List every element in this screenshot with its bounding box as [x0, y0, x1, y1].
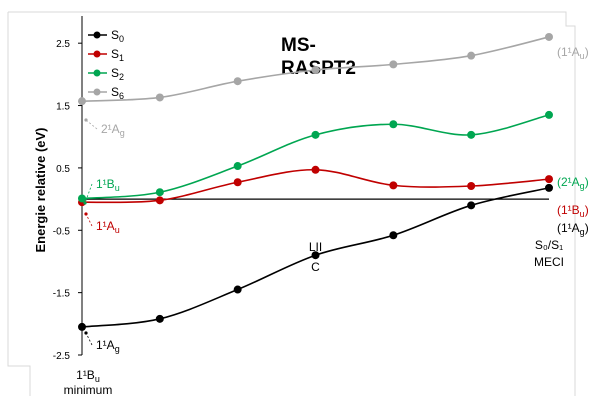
- y-tick-label: -0.5: [53, 226, 71, 237]
- series-s6-point: [78, 97, 86, 106]
- annotation-s1-end-label: (1¹Bu): [557, 203, 589, 219]
- series-s2-point: [233, 162, 242, 171]
- chart-frame: [7, 11, 576, 396]
- category-label-start-line-2: minimum: [64, 383, 113, 396]
- annotation-s1-start-tip: [84, 212, 88, 216]
- annotation-s1-start-label: 1¹Au: [96, 219, 120, 235]
- series-s0-point: [545, 183, 553, 192]
- y-axis-title: Energie relative (eV): [33, 128, 48, 253]
- legend-s2-label: S2: [111, 66, 124, 82]
- series-s0-point: [78, 322, 86, 331]
- category-label-mid-line-2: C: [311, 260, 320, 274]
- annotation-s2-end-label: (2¹Ag): [557, 175, 589, 191]
- series-s1-line: [81, 168, 550, 204]
- legend-s1-label: S1: [111, 47, 124, 63]
- series-s2-point: [155, 188, 164, 197]
- category-label-start-line-1: 1¹Bu: [76, 368, 100, 384]
- series-s0-point: [467, 201, 476, 210]
- category-label-mid-line-1: LII: [309, 240, 322, 254]
- y-tick-label: 1.5: [56, 102, 70, 113]
- annotation-s6-start-tip: [84, 118, 88, 122]
- legend-s6-label: S6: [111, 85, 124, 101]
- series-s6-point: [233, 77, 242, 86]
- annotations: 1¹Ag 1¹Au 1¹Bu 2¹Ag (1¹Ag) (1¹Bu) (2¹Ag) (1¹Au): [83, 45, 589, 354]
- annotation-s2-start-leader: [84, 183, 93, 204]
- series-s6-point: [389, 60, 398, 69]
- series-s1-point: [155, 196, 164, 205]
- series-s2-point: [78, 194, 86, 203]
- legend-s2-marker: [93, 69, 101, 77]
- category-label-end-line-1: S₀/S₁: [535, 238, 563, 252]
- annotation-s0-end-label: (1¹Ag): [557, 221, 589, 237]
- annotation-s6-start-label: 2¹Ag: [101, 122, 125, 138]
- chart-title-line-1: MS-: [281, 35, 316, 56]
- annotation-s0-start-leader: [85, 332, 93, 346]
- series-s0-point: [233, 285, 242, 294]
- annotation-s6-end-label: (1¹Au): [557, 45, 589, 61]
- annotation-s0-start-tip: [84, 331, 88, 335]
- series-s6-point: [155, 93, 164, 102]
- series-s2-point: [467, 130, 476, 139]
- annotation-s6-start-leader: [85, 119, 98, 130]
- y-tick-label: 2.5: [56, 39, 70, 50]
- series-s1-point: [311, 165, 320, 174]
- series-layer: [78, 32, 553, 331]
- series-s1-point: [545, 175, 553, 184]
- legend: S0 S1 S2 S6: [88, 28, 124, 101]
- category-label-end-line-2: MECI: [534, 255, 564, 269]
- annotation-s0-start-label: 1¹Ag: [96, 338, 120, 354]
- legend-s1-marker: [93, 50, 101, 58]
- annotation-s1-start-leader: [85, 213, 93, 227]
- series-s1-point: [233, 178, 242, 187]
- series-s6-point: [545, 32, 553, 41]
- series-s6: [78, 32, 553, 106]
- series-s0-point: [155, 314, 164, 323]
- series-s1: [78, 165, 553, 207]
- series-s2-point: [389, 120, 398, 129]
- series-s2-point: [311, 130, 320, 139]
- legend-s0-label: S0: [111, 28, 124, 44]
- series-s6-point: [467, 51, 476, 60]
- annotation-s2-start-label: 1¹Bu: [96, 177, 120, 193]
- series-s0-point: [311, 251, 320, 260]
- legend-s6-marker: [93, 88, 101, 96]
- series-s0-point: [389, 231, 398, 240]
- series-s2-point: [545, 110, 553, 119]
- series-s0: [78, 183, 553, 331]
- y-tick-label: 0.5: [56, 164, 70, 175]
- legend-s0-marker: [93, 31, 101, 39]
- annotation-s2-start-tip: [83, 201, 87, 205]
- series-s6-point: [311, 65, 320, 74]
- series-s1-point: [389, 181, 398, 190]
- series-s2: [78, 110, 553, 203]
- y-tick-label: -1.5: [53, 289, 71, 300]
- series-s1-point: [467, 181, 476, 190]
- y-tick-label: -2.5: [53, 351, 71, 362]
